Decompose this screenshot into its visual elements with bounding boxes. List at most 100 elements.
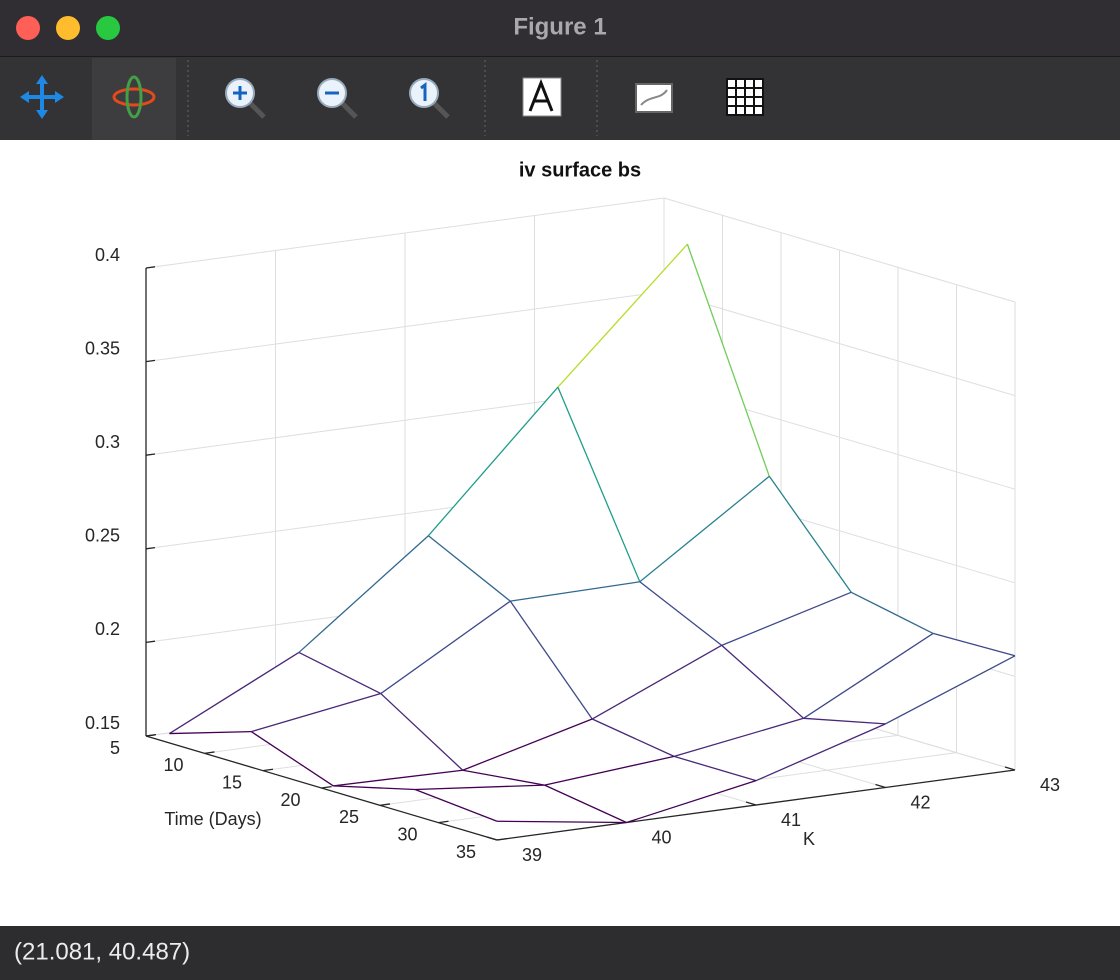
- mesh-edge: [932, 632, 1016, 657]
- x-tick: [321, 785, 332, 789]
- x-tick: [145, 733, 157, 737]
- zoom-in-tool[interactable]: [225, 78, 266, 119]
- y-tick-label: 43: [1040, 775, 1060, 795]
- minimize-button[interactable]: [56, 16, 80, 40]
- z-tick-label: 0.4: [95, 245, 120, 265]
- mesh-edge: [803, 632, 934, 719]
- mesh-edge: [510, 581, 640, 602]
- mesh-face: [298, 535, 511, 694]
- mesh-edge: [639, 581, 723, 646]
- x-tick-label: 15: [222, 772, 242, 792]
- mesh-edge: [427, 535, 511, 602]
- z-tick-label: 0.3: [95, 432, 120, 452]
- x-tick-label: 25: [339, 807, 359, 827]
- zoom-button[interactable]: [96, 16, 120, 40]
- mesh-edge: [626, 780, 757, 824]
- mesh-edge: [544, 755, 675, 786]
- mesh-edge: [462, 769, 545, 786]
- mesh-edge: [427, 386, 559, 537]
- mesh-edge: [509, 600, 593, 720]
- mesh-face: [333, 770, 545, 790]
- y-tick: [875, 783, 886, 789]
- mesh-face: [544, 756, 756, 823]
- z-tick-label: 0.15: [85, 713, 120, 733]
- mesh-face: [803, 633, 1015, 724]
- mesh-edge: [380, 693, 464, 771]
- mesh-edge: [768, 475, 852, 593]
- z-tick-label: 0.2: [95, 619, 120, 639]
- x-tick: [204, 751, 215, 754]
- text-tool[interactable]: [522, 77, 562, 117]
- x-tick-label: 10: [163, 755, 183, 775]
- x-tick: [379, 803, 391, 806]
- mesh-face: [428, 387, 640, 602]
- mesh-edge: [591, 644, 723, 720]
- y-tick: [745, 801, 757, 806]
- x-tick: [438, 820, 449, 824]
- mesh-edge: [169, 651, 300, 735]
- mesh-edge: [721, 644, 805, 719]
- x-axis-label: Time (Days): [164, 809, 261, 829]
- window-title: Figure 1: [513, 13, 606, 40]
- grid-tool[interactable]: [726, 78, 764, 116]
- mesh-edge: [557, 386, 641, 583]
- mesh-edge: [721, 591, 852, 646]
- mesh-edge: [298, 535, 429, 653]
- z-tick-label: 0.35: [85, 338, 120, 358]
- z-tick: [145, 453, 156, 456]
- mesh-edge: [415, 784, 545, 791]
- mesh-edge: [639, 475, 770, 583]
- chart-title: iv surface bs: [519, 159, 641, 181]
- mesh-edge: [333, 785, 416, 791]
- x-tick: [262, 768, 274, 772]
- mesh-edge: [380, 600, 511, 695]
- active-tool-bg: [92, 58, 176, 140]
- z-tick: [145, 546, 156, 550]
- mesh-face: [592, 645, 804, 757]
- zoom-reset-tool[interactable]: [409, 78, 450, 119]
- pan-tool[interactable]: [20, 75, 64, 119]
- mesh-edge: [755, 723, 886, 782]
- x-tick: [496, 837, 508, 841]
- y-tick-label: 42: [910, 792, 930, 812]
- y-tick: [486, 836, 498, 841]
- x-tick-label: 30: [397, 824, 417, 844]
- mesh-edge: [544, 784, 627, 824]
- mesh-edge: [462, 718, 593, 771]
- z-tick-label: 0.25: [85, 526, 120, 546]
- x-tick-label: 35: [456, 842, 476, 862]
- mesh-edge: [850, 591, 934, 634]
- z-tick: [145, 266, 156, 269]
- zoom-out-tool[interactable]: [317, 78, 358, 119]
- mesh-face: [510, 581, 722, 720]
- rotate-tool[interactable]: [112, 75, 156, 119]
- y-tick-label: 41: [781, 810, 801, 830]
- y-tick: [1004, 766, 1016, 771]
- mesh-face: [169, 652, 381, 734]
- legend-tool[interactable]: [635, 83, 673, 113]
- z-tick: [145, 640, 156, 644]
- mesh-edge: [496, 820, 627, 824]
- mesh-edge: [251, 692, 381, 733]
- mesh-edge: [686, 244, 770, 477]
- mesh-edge: [298, 651, 382, 695]
- y-axis-label: K: [803, 829, 815, 849]
- mesh-edge: [414, 788, 498, 822]
- mesh-edge: [557, 243, 688, 388]
- status-text: (21.081, 40.487): [14, 938, 190, 965]
- x-tick-label: 5: [110, 738, 120, 758]
- close-button[interactable]: [16, 16, 40, 40]
- title-bar: [0, 0, 1120, 56]
- mesh-edge: [885, 655, 1016, 725]
- mesh-face: [674, 718, 886, 781]
- y-tick-label: 40: [651, 827, 671, 847]
- mesh-face: [557, 244, 770, 582]
- mesh-edge: [803, 717, 886, 725]
- z-tick: [145, 359, 156, 363]
- y-tick-label: 39: [522, 845, 542, 865]
- mesh-face: [415, 785, 627, 823]
- mesh-edge: [169, 730, 252, 735]
- status-bar: [0, 926, 1120, 980]
